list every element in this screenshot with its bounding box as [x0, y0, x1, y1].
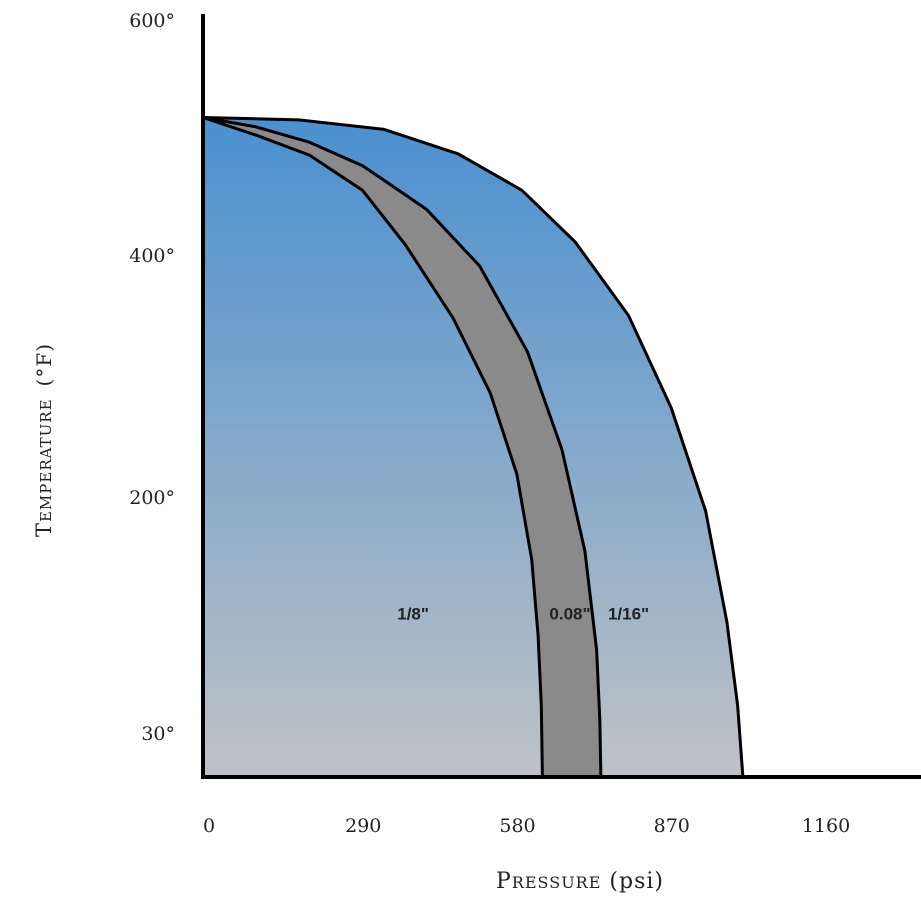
x-axis-title-unit: (psi) [601, 869, 664, 894]
x-tick-label: 0 [203, 815, 215, 837]
y-tick-label: 30° [141, 723, 175, 745]
region-label: 1/8" [397, 605, 429, 624]
y-tick-label: 600° [129, 10, 175, 32]
y-axis-title-unit: (°F) [32, 343, 56, 386]
series-area-1-8 [203, 117, 543, 777]
x-tick-label: 870 [654, 815, 690, 837]
series-curve-0-08 [202, 116, 603, 778]
y-axis-title-cap: T [32, 522, 56, 537]
x-tick-label: 1160 [802, 815, 850, 837]
series-curve-1-8 [202, 116, 544, 778]
y-axis-title-rest: EMPERATURE [37, 398, 55, 522]
y-tick-label: 400° [129, 245, 175, 267]
x-tick-label: 580 [499, 815, 535, 837]
region-labels: 1/8" 0.08" 1/16" [397, 605, 649, 624]
region-label: 0.08" [549, 605, 590, 624]
region-label: 1/16" [608, 605, 649, 624]
x-axis-title-rest: RESSURE [512, 873, 602, 892]
x-tick-labels: 0 290 580 870 1160 [203, 815, 850, 837]
plot-areas [202, 116, 745, 778]
series-curve-1-16 [202, 116, 745, 778]
y-tick-labels: 30° 200° 400° 600° [129, 10, 175, 745]
y-axis-title: TEMPERATURE (°F) [32, 343, 56, 537]
x-axis-title-cap: P [496, 869, 512, 894]
x-tick-label: 290 [345, 815, 381, 837]
x-axis-title: PRESSURE (psi) [496, 869, 664, 894]
y-tick-label: 200° [129, 487, 175, 509]
